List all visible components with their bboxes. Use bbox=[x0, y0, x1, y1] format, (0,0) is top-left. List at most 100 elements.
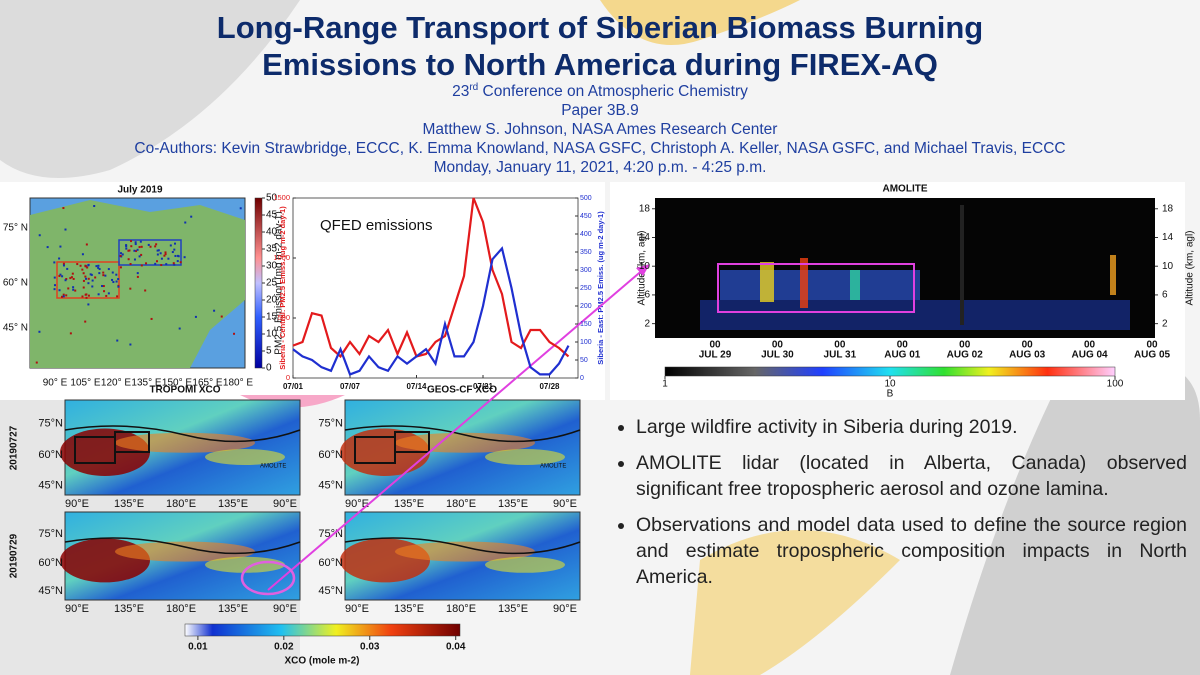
fire-pixel bbox=[66, 267, 69, 270]
lon-label: 135°E bbox=[218, 498, 248, 510]
y-tick-label: 10 bbox=[1162, 261, 1174, 272]
date-hour: 00 bbox=[834, 340, 846, 351]
y2-tick-label: 400 bbox=[580, 231, 592, 238]
fire-pixel bbox=[53, 288, 56, 291]
colorbar-tick-label: 15 bbox=[266, 312, 278, 323]
lon-label: 135°E bbox=[218, 603, 248, 615]
date-label: AUG 01 bbox=[884, 350, 921, 361]
fire-pixel bbox=[136, 275, 139, 278]
fire-pixel bbox=[129, 287, 132, 290]
fire-pixel bbox=[173, 248, 176, 251]
colorbar-tick-label: 45 bbox=[266, 210, 278, 221]
date-hour: 00 bbox=[1022, 340, 1034, 351]
lidar-title: AMOLITE bbox=[883, 184, 928, 195]
lon-label: 135°E bbox=[394, 603, 424, 615]
y2-tick-label: 500 bbox=[580, 195, 592, 202]
fire-pixel bbox=[67, 287, 70, 290]
fire-pixel bbox=[156, 260, 159, 263]
fire-pixel bbox=[98, 272, 101, 275]
fire-pixel bbox=[65, 277, 68, 280]
fire-pixel bbox=[119, 266, 122, 269]
map-land bbox=[30, 200, 245, 368]
panel-bg bbox=[282, 182, 605, 400]
colorbar-tick-label: 0 bbox=[266, 363, 272, 374]
colorbar-tick-label: 10 bbox=[266, 329, 278, 340]
fire-pixel bbox=[59, 273, 62, 276]
x-tick-label: 07/14 bbox=[406, 382, 427, 391]
fire-pixel bbox=[91, 285, 94, 288]
y-tick-label: 2 bbox=[1162, 318, 1168, 329]
fire-pixel bbox=[87, 303, 90, 306]
fire-pixel bbox=[86, 266, 89, 269]
colorbar-label: XCO (mole m-2) bbox=[284, 656, 359, 667]
bullet: Observations and model data used to defi… bbox=[636, 512, 1187, 590]
colorbar-tick-label: 1 bbox=[662, 379, 668, 390]
lat-label: 75°N bbox=[38, 528, 63, 540]
fire-pixel bbox=[183, 256, 186, 259]
fire-pixel bbox=[190, 215, 193, 218]
fire-pixel bbox=[94, 276, 97, 279]
chart-title: QFED emissions bbox=[320, 217, 433, 234]
ordinal-suffix: rd bbox=[469, 82, 478, 93]
y2-tick-label: 100 bbox=[580, 339, 592, 346]
fire-pixel bbox=[76, 263, 79, 266]
decor bbox=[690, 530, 900, 675]
x-tick-label: 07/01 bbox=[283, 382, 304, 391]
fire-pixel bbox=[157, 249, 160, 252]
fire-pixel bbox=[65, 294, 68, 297]
fire-pixel bbox=[85, 277, 88, 280]
region-box bbox=[394, 431, 430, 453]
y-tick-label: 2 bbox=[644, 318, 650, 329]
colorbar-tick-label: 35 bbox=[266, 244, 278, 255]
coastline bbox=[64, 425, 301, 443]
lon-label: 90°E bbox=[65, 498, 89, 510]
y-tick-label: 6 bbox=[644, 290, 650, 301]
fire-pixel bbox=[179, 261, 182, 264]
lon-label: 120° E bbox=[101, 378, 131, 389]
lat-label: 60°N bbox=[318, 557, 343, 569]
lat-label: 45°N bbox=[38, 585, 63, 597]
fire-pixel bbox=[82, 272, 85, 275]
fire-pixel bbox=[64, 279, 67, 282]
fire-pixel bbox=[62, 293, 65, 296]
date-hour: 00 bbox=[959, 340, 971, 351]
lon-label: 135°E bbox=[394, 498, 424, 510]
title-line: Emissions to North America during FIREX-… bbox=[262, 47, 938, 82]
fire-pixel bbox=[117, 285, 120, 288]
fire-pixel bbox=[72, 277, 75, 280]
fire-pixel bbox=[220, 315, 223, 318]
fire-pixel bbox=[147, 243, 150, 246]
lon-label: 180°E bbox=[446, 603, 476, 615]
fire-pixel bbox=[72, 288, 75, 291]
lat-label: 45°N bbox=[318, 479, 343, 491]
fire-pixel bbox=[134, 243, 137, 246]
fire-pixel bbox=[116, 339, 119, 342]
coastline bbox=[344, 425, 581, 443]
xco-plume bbox=[395, 541, 535, 562]
fire-pixel bbox=[125, 244, 128, 247]
lon-label: 90°E bbox=[345, 603, 369, 615]
fire-pixel bbox=[62, 295, 65, 298]
fire-pixel bbox=[70, 276, 73, 279]
y2-tick-label: 450 bbox=[580, 213, 592, 220]
station-label: AMOLITE bbox=[260, 464, 286, 470]
y2-tick-label: 0 bbox=[580, 375, 584, 382]
fire-pixel bbox=[103, 290, 106, 293]
fire-pixel bbox=[194, 315, 197, 318]
fire-pixel bbox=[144, 289, 147, 292]
fire-pixel bbox=[97, 264, 100, 267]
colorbar-tick-label: 30 bbox=[266, 261, 278, 272]
colorbar-tick-label: 0.04 bbox=[446, 642, 466, 653]
x-tick-label: 07/21 bbox=[473, 382, 494, 391]
fire-pixel bbox=[121, 253, 124, 256]
y2-tick-label: 250 bbox=[580, 285, 592, 292]
lon-label: 135°E bbox=[498, 603, 528, 615]
colorbar-tick-label: 100 bbox=[1107, 379, 1124, 390]
fire-pixel bbox=[165, 263, 168, 266]
y-tick-label: 18 bbox=[639, 203, 651, 214]
lon-label: 135°E bbox=[114, 603, 144, 615]
fire-pixel bbox=[98, 268, 101, 271]
fire-pixel bbox=[128, 249, 131, 252]
